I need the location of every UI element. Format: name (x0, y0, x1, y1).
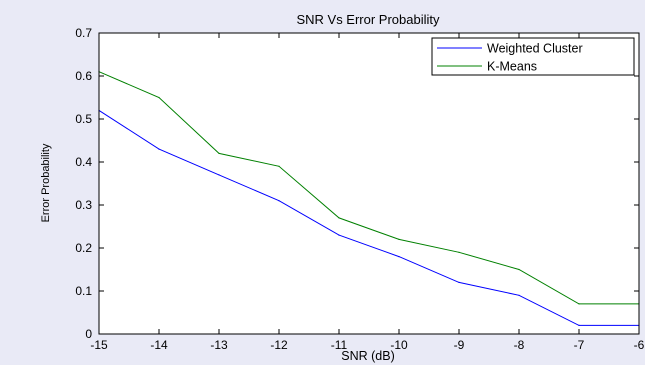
data-point-k-means (398, 238, 400, 240)
plot-area (99, 33, 639, 334)
series-line-weighted-cluster (98, 109, 639, 326)
x-tick-label: -15 (90, 338, 108, 352)
data-point-k-means (158, 96, 160, 99)
x-tick-label: -10 (390, 338, 408, 352)
data-point-weighted-cluster (398, 256, 400, 258)
legend: Weighted Cluster K-Means (431, 37, 635, 76)
x-tick-label: -11 (331, 338, 348, 352)
y-tick-label: 0.3 (75, 198, 92, 212)
data-point-k-means (278, 165, 280, 167)
data-point-weighted-cluster (278, 200, 280, 202)
data-point-weighted-cluster (518, 294, 520, 296)
x-tick-label: -7 (574, 338, 585, 352)
data-point-weighted-cluster (158, 148, 160, 150)
legend-label-weighted-cluster: Weighted Cluster (487, 42, 583, 56)
data-point-weighted-cluster (458, 281, 460, 283)
x-axis-label: SNR (dB) (341, 349, 394, 363)
y-tick-label: 0.6 (75, 69, 92, 83)
data-point-weighted-cluster (338, 234, 340, 236)
y-tick-label: 0.2 (75, 241, 92, 255)
data-point-weighted-cluster (578, 324, 580, 326)
plot-frame (98, 32, 640, 335)
legend-label-k-means: K-Means (487, 60, 537, 74)
y-tick-label: 0.1 (75, 284, 92, 298)
data-point-k-means (338, 217, 340, 219)
y-axis-label: Error Probability (40, 143, 52, 222)
data-point-k-means (578, 303, 580, 305)
data-point-weighted-cluster (218, 174, 220, 176)
ticks-layer: -15 -14 -13 -12 -11 -10 -9 -8 -7 -6 0 0.1 0.2 0.3 0.4 0… (75, 26, 644, 352)
x-tick-label: -12 (270, 338, 288, 352)
x-tick-label: -13 (210, 338, 228, 352)
x-tick-label: -9 (454, 338, 465, 352)
x-tick-label: -6 (634, 338, 645, 352)
y-tick-label: 0 (85, 327, 92, 341)
data-point-k-means (518, 268, 520, 271)
x-tick-label: -14 (150, 338, 168, 352)
series-line-k-means (98, 71, 639, 305)
chart-title: SNR Vs Error Probability (296, 12, 440, 27)
y-tick-label: 0.4 (75, 155, 92, 169)
y-tick-label: 0.7 (75, 26, 92, 40)
data-point-k-means (218, 152, 220, 154)
y-tick-label: 0.5 (75, 112, 92, 126)
x-tick-label: -8 (514, 338, 525, 352)
legend-box (431, 37, 635, 76)
data-point-k-means (458, 251, 460, 253)
